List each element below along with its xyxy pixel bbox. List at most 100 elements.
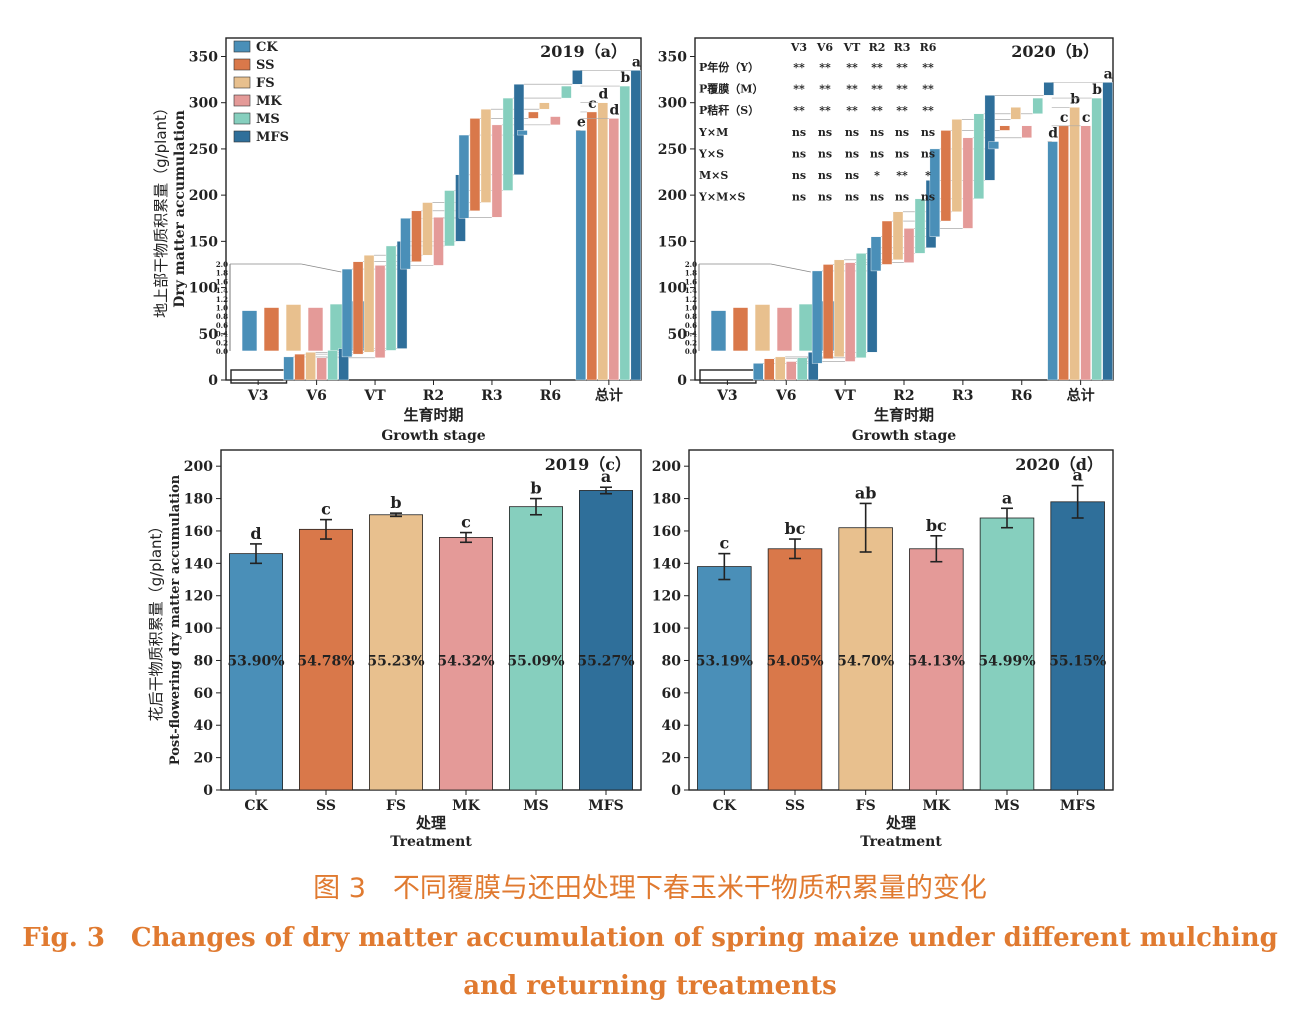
panel-a-ytick-label: 200 [189, 188, 218, 204]
panel-b-seg-mk-R2 [903, 228, 915, 263]
panel-a-seg-ss-V6 [294, 353, 305, 381]
panel-b-sig-cell: ** [846, 104, 858, 117]
panel-b-sig-cell: ** [896, 104, 908, 117]
panel-c-xtick-label: MS [523, 798, 549, 814]
panel-b-seg-ck-R2 [870, 236, 882, 272]
panel-a-total-letter: d [598, 87, 608, 103]
panel-b-seg-ms-R6 [1032, 97, 1043, 114]
panel-a-zoom-box [230, 369, 288, 384]
panel-c-letter-ms: b [530, 479, 541, 498]
panel-c-ytick-label: 0 [203, 783, 213, 799]
panel-a-ylabel-cn: 地上部干物质积累量（g/plant） [152, 100, 170, 318]
panel-a-inset-tick-label: 0.8 [216, 312, 228, 321]
panel-a-title: 2019（a） [540, 42, 627, 61]
panel-d-bar-2020: 0 20 40 60 80 100 120 140 160 180 200 c 53.19% CK bc 54… [652, 449, 1114, 850]
panel-a-xtick-label: R6 [540, 388, 561, 404]
panel-a-seg-mfs-R3 [513, 84, 525, 176]
panel-b-total-bar-ss [1058, 125, 1069, 381]
panel-b-sig-row-label: P年份（Y） [699, 60, 759, 74]
panel-a-legend-label: FS [256, 76, 275, 91]
panel-a-total-bar-ms [619, 85, 631, 381]
panel-d-ytick-label: 200 [652, 459, 681, 475]
panel-a-inset-tick-label: 1.4 [216, 286, 228, 295]
panel-c-letter-ck: d [250, 524, 261, 543]
panel-a-total-letter: d [609, 102, 619, 118]
panel-b-sig-cell: * [874, 169, 880, 182]
panel-b-sig-cell: ns [870, 126, 884, 139]
panel-b-total-letter: b [1070, 91, 1080, 107]
panel-b-seg-ms-V6 [797, 357, 808, 381]
panel-a-seg-ss-R6 [528, 111, 539, 119]
panel-b-seg-mk-VT [844, 262, 856, 362]
panel-b-sig-row-label: P秸秆（S） [699, 103, 759, 117]
panel-a-seg-ss-R3 [469, 118, 481, 212]
panel-a-seg-mk-R3 [491, 124, 503, 218]
panel-b-total-letter: a [1104, 66, 1113, 82]
panel-d-bar-ss [767, 548, 823, 791]
panel-d-frame [688, 449, 1114, 791]
panel-d-xlabel-en: Treatment [860, 834, 942, 850]
panel-b-sig-cell: ns [818, 169, 832, 182]
panel-c-ytick-label: 140 [184, 556, 213, 572]
panel-a-total-bar-fs [597, 102, 609, 381]
panel-a-inset-tick-label: 2.0 [216, 260, 228, 269]
panel-d-xlabel-cn: 处理 [885, 814, 916, 832]
panel-d-ytick-label: 80 [662, 653, 682, 669]
panel-a-seg-ss-R2 [411, 210, 422, 262]
panel-b-inset-tick-label: 0.6 [685, 321, 697, 330]
panel-b-ytick-label: 150 [658, 234, 687, 250]
panel-d-percent-mfs: 55.15% [1049, 653, 1106, 669]
panel-b-seg-ck-V6 [753, 363, 764, 381]
panel-b-sig-cell: ns [870, 191, 884, 204]
panel-b-sig-cell: ns [845, 169, 859, 182]
panel-b-sig-cell: ns [921, 191, 935, 204]
panel-b-sig-cell: ** [819, 61, 831, 74]
panel-c-bar-mk [438, 537, 493, 791]
panel-c-ytick-label: 40 [194, 718, 214, 734]
panel-d-xtick-label: MS [994, 798, 1020, 814]
panel-a-seg-mk-V6 [316, 357, 327, 381]
panel-b-xtick-label: 总计 [1067, 387, 1095, 404]
panel-d-bar-mfs [1050, 501, 1105, 791]
panel-a-seg-ck-R2 [400, 218, 411, 270]
panel-c-ytick-label: 120 [184, 589, 213, 605]
panel-a-legend-swatch-ck [233, 40, 251, 53]
panel-a-v3-bar-ss [263, 307, 280, 352]
panel-d-percent-fs: 54.70% [837, 653, 894, 669]
panel-b-sig-cell: ns [845, 147, 859, 160]
panel-d-ytick-label: 60 [662, 686, 682, 702]
panel-d-percent-ss: 54.05% [766, 653, 823, 669]
panel-b-ytick-label: 300 [658, 96, 687, 112]
panel-b-seg-ss-R6 [999, 125, 1010, 131]
panel-b-seg-mk-V6 [786, 361, 797, 381]
panel-b-sig-cell: ** [922, 104, 934, 117]
panel-b-sig-cell: ** [922, 83, 934, 96]
panel-b-sig-cell: ns [792, 147, 806, 160]
panel-d-letter-mfs: a [1072, 466, 1082, 485]
panel-c-xtick-label: SS [316, 798, 336, 814]
panel-b-seg-ck-R3 [929, 148, 941, 237]
panel-a-legend-label: MK [256, 94, 282, 109]
panel-b-sig-cell: ns [921, 126, 935, 139]
panel-a-legend-label: MFS [256, 130, 289, 145]
panel-a-seg-fs-VT [363, 255, 375, 353]
panel-a-total-letter: e [577, 114, 586, 130]
panel-b-seg-mfs-R3 [984, 95, 996, 181]
panel-a-xtick-label: V3 [247, 388, 269, 404]
panel-c-xtick-label: FS [386, 798, 406, 814]
panel-a-total-letter: c [588, 96, 597, 112]
panel-a-seg-ms-V6 [327, 350, 338, 381]
panel-b-inset-tick-label: 1.2 [685, 295, 697, 304]
panel-a-legend-swatch-mk [233, 94, 251, 107]
panel-a-xlabel-cn: 生育时期 [403, 406, 463, 424]
panel-b-sig-cell: ns [818, 191, 832, 204]
panel-a-seg-fs-R2 [422, 202, 433, 256]
panel-b-inset-tick-label: 1.6 [685, 277, 697, 286]
panel-b-xtick-label: R3 [952, 388, 973, 404]
panel-d-percent-mk: 54.13% [908, 653, 965, 669]
panel-a-inset-connector [301, 263, 342, 273]
panel-d-title: 2020（d） [1015, 455, 1103, 474]
panel-b-ytick-label: 200 [658, 188, 687, 204]
panel-b-sig-cell: ns [818, 126, 832, 139]
